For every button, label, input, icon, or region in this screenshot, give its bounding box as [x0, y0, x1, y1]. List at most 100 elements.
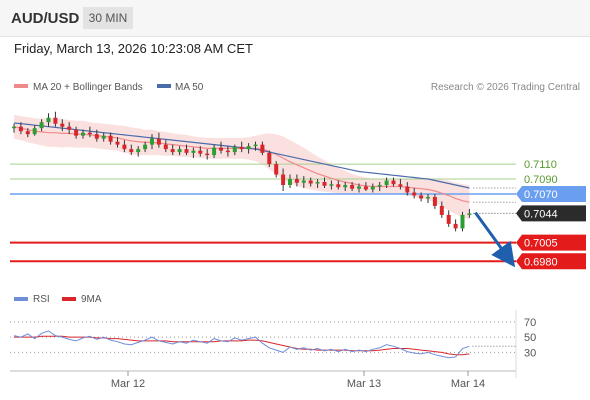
- candle-body: [94, 134, 99, 139]
- candle-body: [170, 149, 175, 153]
- rsi-tick-label: 30: [524, 347, 536, 359]
- ma50-legend-label: MA 50: [175, 82, 204, 93]
- x-tick-label: Mar 14: [451, 378, 485, 390]
- candle-body: [150, 138, 154, 145]
- x-tick-label: Mar 13: [347, 378, 381, 390]
- candle-body: [212, 147, 217, 156]
- candle-body: [446, 214, 451, 224]
- candle-body: [232, 146, 237, 153]
- candle-body: [129, 149, 134, 153]
- candle-body: [253, 144, 258, 147]
- candle-body: [294, 179, 299, 183]
- ma20-legend-label: MA 20 + Bollinger Bands: [33, 82, 143, 93]
- candle-body: [156, 138, 161, 145]
- symbol-title: AUD/USD: [11, 10, 80, 27]
- candle-body: [12, 126, 16, 129]
- candle-body: [143, 144, 148, 150]
- candle-body: [246, 146, 251, 150]
- candle-body: [357, 186, 361, 189]
- candle-body: [219, 147, 223, 151]
- candle-body: [184, 149, 189, 153]
- candle-body: [419, 195, 424, 199]
- candle-body: [163, 144, 168, 150]
- candle-body: [198, 150, 203, 154]
- candle-body: [391, 180, 396, 185]
- candle-body: [412, 192, 417, 196]
- candle-body: [46, 117, 51, 123]
- candle-body: [122, 144, 127, 150]
- candle-body: [370, 186, 375, 190]
- rsi-ma-legend-swatch: [62, 297, 76, 301]
- candle-body: [315, 182, 320, 184]
- candles: [12, 111, 472, 232]
- candle-body: [336, 184, 341, 188]
- rsi-tick-label: 70: [524, 317, 536, 329]
- candle-body: [205, 153, 210, 156]
- candle-body: [274, 164, 279, 175]
- candle-body: [343, 185, 348, 188]
- candle-body: [432, 196, 437, 206]
- rsi-panel: 70 50 30: [10, 317, 536, 359]
- level-tag-bg: [516, 253, 586, 270]
- bollinger-band: [14, 114, 470, 220]
- x-axis: Mar 12 Mar 13 Mar 14: [111, 371, 485, 390]
- ma20-legend-swatch: [14, 84, 28, 88]
- candle-body: [398, 184, 403, 187]
- candle-body: [81, 132, 85, 136]
- candle-body: [136, 149, 141, 153]
- level-label: 0.7110: [524, 159, 557, 171]
- candle-body: [377, 185, 382, 187]
- candle-body: [350, 185, 355, 189]
- candle-body: [288, 179, 292, 186]
- bollinger-band-area: [14, 114, 470, 220]
- forecast-arrow: [474, 211, 516, 268]
- level-tag-bg: [516, 205, 586, 222]
- level-label: 0.7090: [524, 174, 558, 186]
- candle-body: [467, 213, 472, 215]
- timeframe-button[interactable]: 30 MIN: [83, 7, 133, 29]
- header-bar: AUD/USD 30 MIN: [0, 0, 590, 37]
- candle-body: [322, 182, 327, 186]
- level-tag-label: 0.7044: [524, 208, 558, 220]
- candle-body: [177, 149, 182, 153]
- candle-body: [281, 174, 286, 186]
- candle-body: [426, 196, 430, 199]
- candle-body: [384, 180, 389, 186]
- copyright-label: Research © 2026 Trading Central: [431, 82, 580, 93]
- level-lines: [10, 163, 516, 263]
- rsi-legend-swatch: [14, 297, 28, 301]
- candle-body: [363, 186, 368, 190]
- candle-body: [87, 132, 92, 135]
- rsi-legend-label: RSI: [33, 294, 50, 305]
- candle-body: [453, 223, 458, 229]
- candle-body: [460, 214, 465, 229]
- candle-body: [32, 128, 37, 135]
- candle-body: [439, 205, 444, 215]
- level-tags: 0.7110 0.7090 0.7070 0.7044 0.7005 0.6980: [516, 159, 586, 270]
- level-tag-label: 0.7070: [524, 189, 558, 201]
- level-tag-label: 0.7005: [524, 238, 558, 250]
- level-tag-bg: [516, 234, 586, 251]
- candle-body: [60, 123, 65, 127]
- candle-body: [405, 186, 410, 193]
- candle-body: [53, 117, 58, 124]
- candle-body: [329, 184, 334, 186]
- candle-body: [74, 129, 79, 136]
- candle-body: [67, 126, 72, 130]
- rsi-line: [13, 330, 470, 359]
- candle-body: [25, 131, 30, 135]
- candle-body: [39, 122, 44, 129]
- level-tag-bg: [516, 185, 586, 202]
- rsi-ma-line: [14, 335, 470, 356]
- x-tick-label: Mar 12: [111, 378, 145, 390]
- candle-body: [101, 135, 106, 139]
- candle-body: [260, 144, 265, 153]
- candle-body: [115, 141, 120, 145]
- candle-body: [301, 180, 306, 183]
- candle-body: [308, 180, 313, 184]
- candle-body: [108, 135, 113, 142]
- rsi-ma-legend-label: 9MA: [81, 294, 102, 305]
- candle-body: [225, 150, 230, 153]
